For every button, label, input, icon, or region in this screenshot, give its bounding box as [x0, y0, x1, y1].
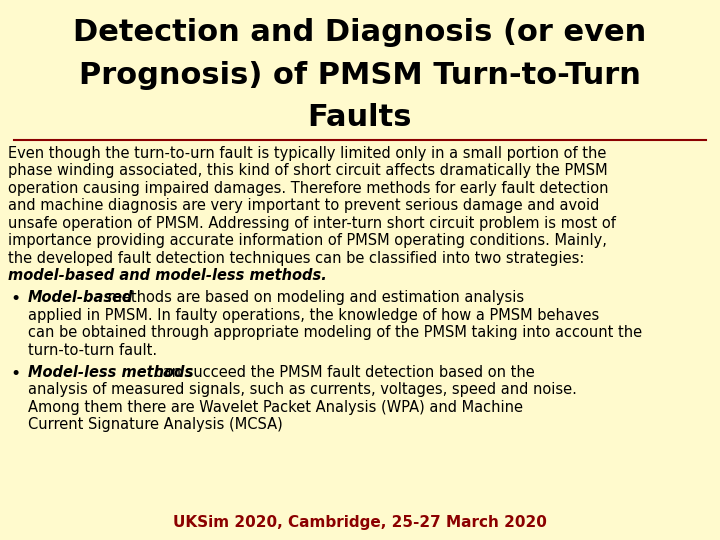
- Text: Faults: Faults: [307, 103, 413, 132]
- Text: Model-based: Model-based: [28, 290, 133, 305]
- Text: UKSim 2020, Cambridge, 25-27 March 2020: UKSim 2020, Cambridge, 25-27 March 2020: [173, 515, 547, 530]
- Text: can be obtained through appropriate modeling of the PMSM taking into account the: can be obtained through appropriate mode…: [28, 325, 642, 340]
- Text: model-based and model-less methods.: model-based and model-less methods.: [8, 268, 327, 284]
- Text: applied in PMSM. In faulty operations, the knowledge of how a PMSM behaves: applied in PMSM. In faulty operations, t…: [28, 308, 599, 323]
- Text: •: •: [10, 364, 20, 383]
- Text: methods are based on modeling and estimation analysis: methods are based on modeling and estima…: [103, 290, 524, 305]
- Text: Current Signature Analysis (MCSA): Current Signature Analysis (MCSA): [28, 417, 283, 432]
- Text: can succeed the PMSM fault detection based on the: can succeed the PMSM fault detection bas…: [150, 364, 535, 380]
- Text: Prognosis) of PMSM Turn-to-Turn: Prognosis) of PMSM Turn-to-Turn: [79, 60, 641, 90]
- Text: importance providing accurate information of PMSM operating conditions. Mainly,: importance providing accurate informatio…: [8, 233, 607, 248]
- Text: the developed fault detection techniques can be classified into two strategies:: the developed fault detection techniques…: [8, 251, 585, 266]
- Text: •: •: [10, 290, 20, 308]
- Text: phase winding associated, this kind of short circuit affects dramatically the PM: phase winding associated, this kind of s…: [8, 163, 608, 178]
- Text: analysis of measured signals, such as currents, voltages, speed and noise.: analysis of measured signals, such as cu…: [28, 382, 577, 397]
- Text: and machine diagnosis are very important to prevent serious damage and avoid: and machine diagnosis are very important…: [8, 198, 599, 213]
- Text: operation causing impaired damages. Therefore methods for early fault detection: operation causing impaired damages. Ther…: [8, 181, 608, 195]
- Text: Detection and Diagnosis (or even: Detection and Diagnosis (or even: [73, 18, 647, 47]
- Text: turn-to-turn fault.: turn-to-turn fault.: [28, 343, 157, 358]
- Text: Among them there are Wavelet Packet Analysis (WPA) and Machine: Among them there are Wavelet Packet Anal…: [28, 400, 523, 415]
- Text: Model-less methods: Model-less methods: [28, 364, 193, 380]
- Text: unsafe operation of PMSM. Addressing of inter-turn short circuit problem is most: unsafe operation of PMSM. Addressing of …: [8, 216, 616, 231]
- Text: Even though the turn-to-urn fault is typically limited only in a small portion o: Even though the turn-to-urn fault is typ…: [8, 146, 606, 160]
